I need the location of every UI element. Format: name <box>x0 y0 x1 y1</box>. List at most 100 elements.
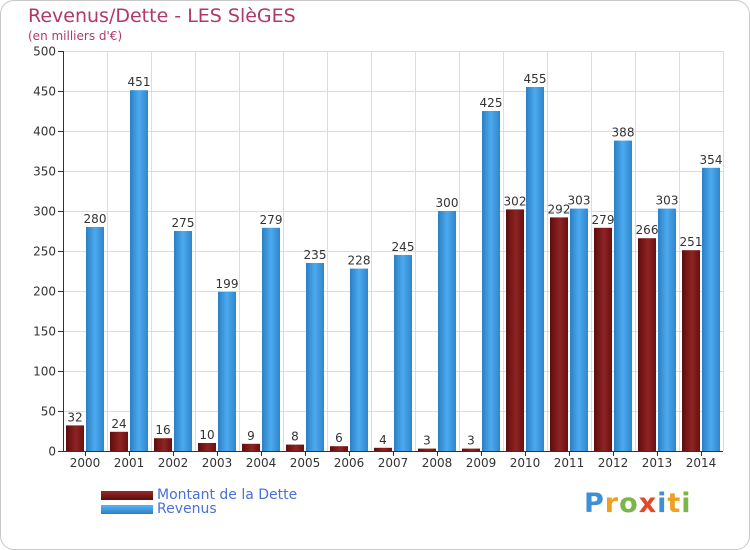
x-tick-label: 2005 <box>290 456 321 470</box>
x-tick-label: 2014 <box>686 456 717 470</box>
data-label: 32 <box>67 410 82 424</box>
bar-revenus <box>658 208 676 451</box>
axes: 0 50 100 150 200 250 300 350 400 450 500 2000 2001 20… <box>33 45 723 470</box>
data-label: 9 <box>247 429 255 443</box>
x-tick-label: 2008 <box>422 456 453 470</box>
data-label: 451 <box>128 75 151 89</box>
bar-dette <box>638 238 656 451</box>
x-tick-label: 2011 <box>554 456 585 470</box>
x-tick-label: 2013 <box>642 456 673 470</box>
data-label: 228 <box>348 254 371 268</box>
logo-letter: i <box>681 488 692 519</box>
x-tick-label: 2009 <box>466 456 497 470</box>
legend-swatch-revenus <box>101 504 153 514</box>
logo-letter: i <box>657 488 668 519</box>
x-tick-label: 2006 <box>334 456 365 470</box>
chart-subtitle: (en milliers d'€) <box>28 29 123 43</box>
logo-letter: o <box>619 488 639 519</box>
y-tick-label: 350 <box>33 165 56 179</box>
legend-label-revenus: Revenus <box>157 501 217 517</box>
x-tick-label: 2002 <box>158 456 189 470</box>
data-label: 354 <box>700 153 723 167</box>
chart-title: Revenus/Dette - LES SlèGES <box>28 5 296 27</box>
grid-lines <box>63 51 724 452</box>
bar-dette <box>418 448 436 451</box>
x-tick-label: 2003 <box>202 456 233 470</box>
logo-letter: x <box>638 488 658 519</box>
bar-revenus <box>702 167 720 452</box>
bar-revenus <box>130 90 148 451</box>
data-label: 455 <box>524 72 547 86</box>
y-tick-label: 400 <box>33 125 56 139</box>
bars <box>66 87 720 452</box>
y-tick-label: 250 <box>33 245 56 259</box>
data-label: 280 <box>84 212 107 226</box>
logo-letter: t <box>667 488 682 519</box>
data-label: 3 <box>423 434 431 448</box>
data-label: 279 <box>260 213 283 227</box>
data-label: 302 <box>504 194 527 208</box>
y-tick-label: 300 <box>33 205 56 219</box>
y-tick-label: 150 <box>33 325 56 339</box>
data-label: 24 <box>111 417 126 431</box>
x-tick-label: 2004 <box>246 456 277 470</box>
x-tick-label: 2010 <box>510 456 541 470</box>
bar-dette <box>66 425 84 451</box>
bar-revenus <box>570 208 588 451</box>
data-label: 303 <box>656 194 679 208</box>
data-label: 4 <box>379 433 387 447</box>
bar-dette <box>374 447 392 451</box>
bar-revenus <box>482 111 500 451</box>
bar-dette <box>330 446 348 451</box>
bar-dette <box>462 448 480 451</box>
bar-revenus <box>218 291 236 451</box>
data-label: 245 <box>392 240 415 254</box>
bar-revenus <box>306 263 324 451</box>
bar-dette <box>550 217 568 451</box>
bar-dette <box>594 227 612 451</box>
data-label: 275 <box>172 216 195 230</box>
bar-dette <box>286 444 304 451</box>
data-label: 251 <box>680 235 703 249</box>
data-label: 303 <box>568 194 591 208</box>
bar-dette <box>110 431 128 451</box>
bar-dette <box>198 443 216 451</box>
legend-item-revenus: Revenus <box>101 501 297 517</box>
data-label: 10 <box>199 428 214 442</box>
logo-letter: P <box>584 488 605 519</box>
data-label: 8 <box>291 430 299 444</box>
bar-revenus <box>438 211 456 451</box>
legend-item-dette: Montant de la Dette <box>101 487 298 503</box>
x-tick-label: 2012 <box>598 456 629 470</box>
y-tick-label: 0 <box>48 445 56 459</box>
logo-letter: r <box>604 488 620 519</box>
proxiti-logo: Proxiti <box>584 488 692 519</box>
x-tick-label: 2001 <box>114 456 145 470</box>
bar-revenus <box>614 140 632 451</box>
y-tick-label: 50 <box>41 405 56 419</box>
y-tick-label: 100 <box>33 365 56 379</box>
data-label: 279 <box>592 213 615 227</box>
bar-dette <box>682 250 700 451</box>
legend-label-dette: Montant de la Dette <box>157 487 298 503</box>
data-label: 388 <box>612 126 635 140</box>
data-label: 16 <box>155 423 170 437</box>
data-label: 3 <box>467 434 475 448</box>
data-label: 292 <box>548 202 571 216</box>
y-tick-label: 450 <box>33 85 56 99</box>
data-label: 235 <box>304 248 327 262</box>
data-label: 425 <box>480 96 503 110</box>
y-tick-label: 500 <box>33 45 56 59</box>
data-label: 266 <box>636 223 659 237</box>
data-label: 300 <box>436 196 459 210</box>
bar-dette <box>154 438 172 451</box>
y-tick-label: 200 <box>33 285 56 299</box>
data-labels: 32 280 24 451 16 275 10 199 9 279 8 235 6 228 4 245 3 300… <box>67 72 722 448</box>
data-label: 199 <box>216 277 239 291</box>
x-tick-label: 2000 <box>70 456 101 470</box>
bar-revenus <box>394 255 412 451</box>
x-tick-label: 2007 <box>378 456 409 470</box>
bar-dette <box>506 209 524 451</box>
